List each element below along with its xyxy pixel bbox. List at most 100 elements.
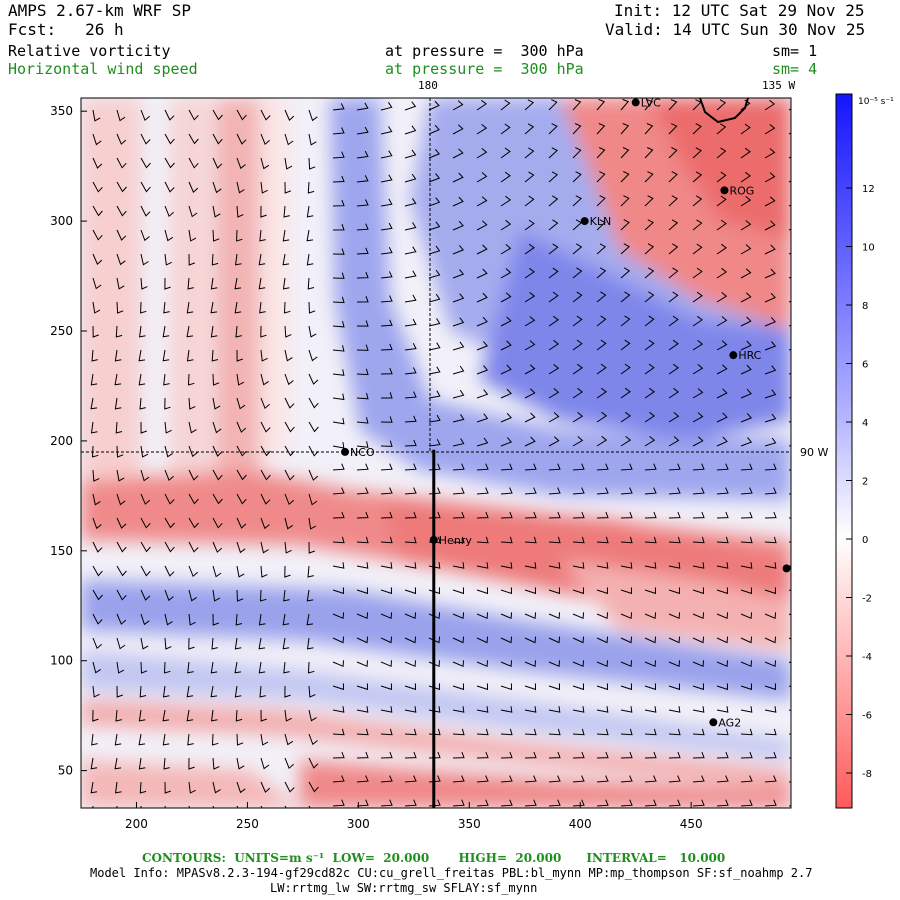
wind-barb	[572, 195, 582, 207]
wind-barb	[404, 799, 417, 807]
wind-barb	[187, 277, 194, 290]
wind-barb	[404, 439, 417, 447]
wind-barb	[524, 660, 536, 668]
wind-barb	[524, 123, 535, 135]
wind-barb	[692, 487, 705, 495]
wind-barb	[404, 728, 417, 736]
wind-barb	[476, 292, 488, 303]
station-label: NCO	[350, 446, 375, 459]
wind-barb	[452, 660, 464, 668]
wind-barb	[404, 511, 417, 519]
wind-barb	[210, 325, 218, 338]
wind-barb	[356, 660, 368, 668]
wind-barb	[500, 660, 512, 668]
wind-barb	[404, 636, 417, 644]
wind-barb	[596, 775, 609, 783]
wind-barb	[500, 706, 513, 713]
wind-barb	[380, 751, 393, 759]
coastline	[699, 98, 749, 124]
wind-barb	[139, 325, 146, 338]
wind-barb	[644, 219, 654, 231]
wind-barb	[476, 172, 488, 183]
wind-barb	[548, 728, 561, 736]
wind-barb	[332, 345, 345, 352]
wind-barb	[428, 124, 440, 135]
wind-barb	[332, 728, 345, 736]
wind-barb	[476, 220, 488, 231]
wind-barb	[596, 219, 606, 231]
wind-barb	[380, 612, 393, 620]
wind-barb	[332, 706, 345, 713]
wind-barb	[452, 438, 465, 447]
wind-barb	[596, 799, 609, 807]
wind-barb	[332, 562, 345, 569]
wind-barb	[284, 517, 293, 530]
wind-barb	[404, 463, 417, 471]
wind-barb	[116, 685, 123, 698]
wind-barb	[428, 293, 441, 303]
wind-barb	[92, 157, 103, 169]
wind-barb	[500, 562, 513, 569]
wind-barb	[452, 636, 465, 644]
wind-barb	[692, 587, 705, 595]
wind-barb	[356, 751, 369, 759]
wind-barb	[452, 511, 465, 519]
wind-barb	[404, 683, 417, 691]
wind-barb	[716, 340, 728, 351]
wind-barb	[260, 493, 271, 505]
colorbar-tick-label: 4	[862, 418, 868, 429]
wind-barb	[260, 469, 271, 481]
wind-barb	[332, 296, 345, 304]
y-axis: 350 300 250 200 150 100 50	[50, 104, 87, 778]
wind-barb	[404, 173, 417, 183]
wind-barb	[740, 268, 752, 279]
wind-barb	[163, 757, 170, 770]
wind-barb	[644, 291, 655, 303]
wind-barb	[260, 445, 271, 457]
wind-barb	[332, 683, 345, 691]
colorbar-tick-label: 8	[862, 301, 868, 312]
wind-barb	[140, 493, 151, 505]
wind-barb	[716, 316, 728, 327]
wind-barb	[92, 133, 102, 146]
station-dot	[720, 186, 729, 195]
wind-barb	[91, 445, 99, 458]
wind-barb	[164, 181, 175, 193]
wind-barb	[500, 799, 513, 807]
wind-barb	[380, 198, 393, 207]
wind-barb	[404, 125, 417, 135]
wind-barb	[356, 728, 369, 736]
wind-barb	[380, 775, 393, 783]
wind-barb	[668, 706, 681, 713]
wind-barb	[644, 536, 657, 544]
wind-barb	[476, 196, 488, 207]
wind-barb	[236, 421, 247, 433]
wind-barb	[92, 685, 100, 698]
wind-barb	[140, 517, 151, 529]
wind-barb	[764, 562, 777, 569]
wind-barb	[764, 437, 777, 447]
wind-barb	[644, 339, 655, 351]
wind-barb	[332, 151, 345, 159]
wind-barb	[668, 171, 678, 183]
wind-barb	[524, 436, 536, 447]
wind-barb	[332, 751, 345, 759]
wind-barb	[212, 517, 223, 529]
wind-barb	[548, 147, 558, 159]
wind-barb	[452, 706, 465, 713]
wind-barb	[692, 463, 705, 471]
wind-barb	[476, 341, 489, 351]
wind-barb	[92, 469, 100, 482]
wind-barb	[476, 268, 488, 279]
wind-barb	[692, 123, 702, 135]
wind-barb	[548, 123, 558, 135]
field1-smoothing: sm= 1	[772, 42, 818, 60]
wind-barb	[164, 565, 175, 577]
wind-barb	[332, 587, 345, 595]
wind-barb	[404, 612, 417, 620]
wind-barb	[92, 661, 101, 674]
wind-barb	[164, 109, 175, 121]
wind-barb	[572, 243, 583, 255]
wind-barb	[572, 171, 582, 183]
wind-barb	[572, 436, 584, 447]
